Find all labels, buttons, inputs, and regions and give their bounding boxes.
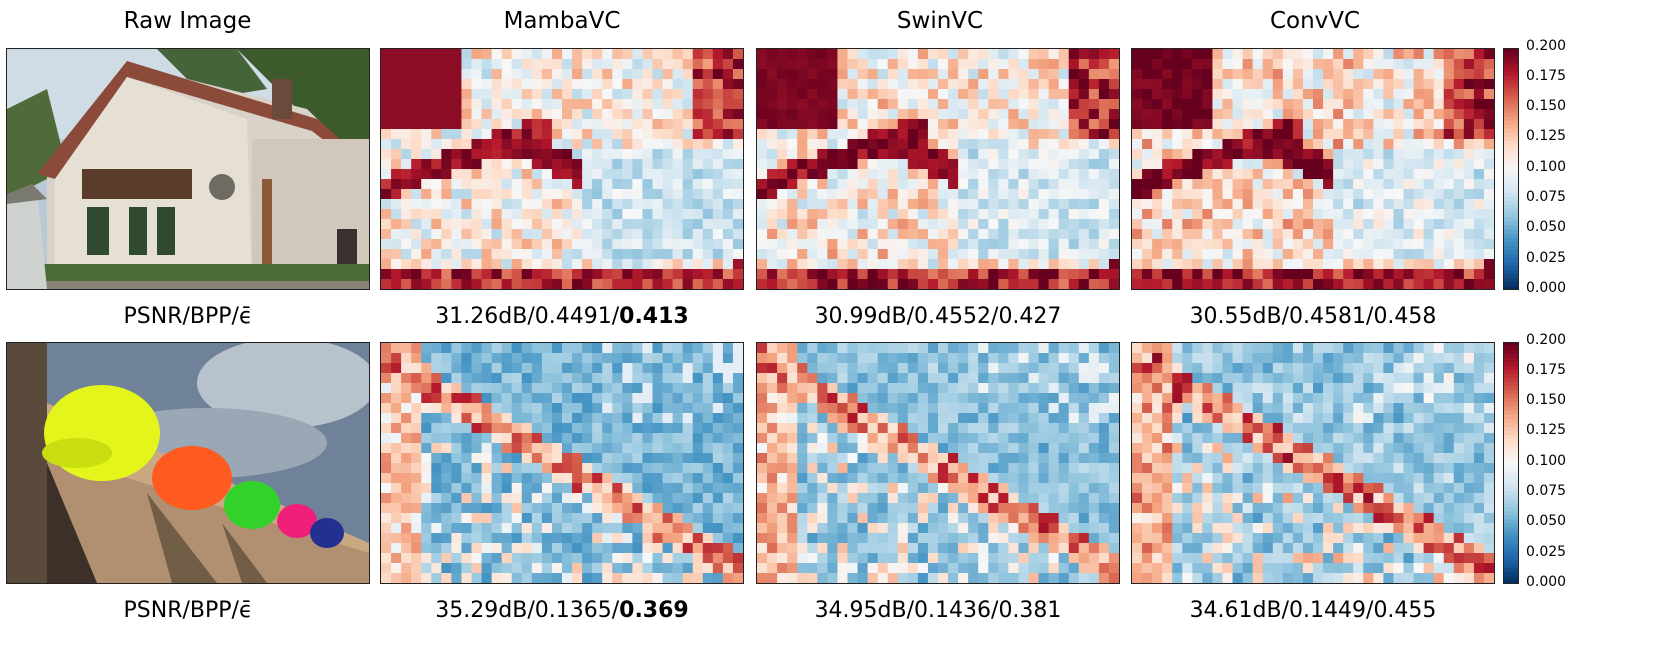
psnr-value: 35.29dB	[435, 598, 528, 623]
colorbar2-tick: 0.150	[1526, 392, 1567, 408]
heatmap-mambavc-row2	[380, 342, 744, 584]
colorbar2-tick: 0.175	[1526, 362, 1567, 378]
heatmap-grid	[757, 49, 1119, 289]
heatmap-swinvc-row2	[756, 342, 1120, 584]
colorbar1-tick: 0.200	[1526, 38, 1567, 54]
colorbar1-tick: 0.025	[1526, 250, 1567, 266]
raw-image-hats	[6, 342, 370, 584]
bpp-value: 0.1449	[1289, 598, 1367, 623]
metric-label-row2: PSNR/BPP/ϵ̄	[123, 598, 253, 623]
colorbar2-tick: 0.200	[1526, 332, 1567, 348]
col-title-raw: Raw Image	[123, 8, 252, 34]
heatmap-mambavc-row1	[380, 48, 744, 290]
psnr-value: 34.95dB	[814, 598, 907, 623]
colorbar1-tick: 0.050	[1526, 219, 1567, 235]
colorbar1-tick: 0.000	[1526, 280, 1567, 296]
bpp-value: 0.1365	[534, 598, 612, 623]
colorbar2-tick: 0.100	[1526, 453, 1567, 469]
colorbar2-tick: 0.025	[1526, 544, 1567, 560]
heatmap-grid	[757, 343, 1119, 583]
heatmap-convvc-row2	[1131, 342, 1495, 584]
heatmap-convvc-row1	[1131, 48, 1495, 290]
colorbar2-tick: 0.050	[1526, 513, 1567, 529]
psnr-value: 34.61dB	[1189, 598, 1282, 623]
psnr-value: 30.99dB	[814, 304, 907, 329]
col-title-swinvc: SwinVC	[896, 8, 984, 34]
heatmap-grid	[381, 49, 743, 289]
metric-convvc-row1: 30.55dB/0.4581/0.458	[1189, 304, 1437, 329]
colorbar2-tick: 0.000	[1526, 574, 1567, 590]
heatmap-swinvc-row1	[756, 48, 1120, 290]
metric-mambavc-row2: 35.29dB/0.1365/0.369	[435, 598, 689, 623]
bpp-value: 0.4552	[914, 304, 992, 329]
error-value: 0.381	[998, 598, 1062, 623]
col-title-convvc: ConvVC	[1269, 8, 1361, 34]
error-value: 0.458	[1373, 304, 1437, 329]
heatmap-grid	[1132, 49, 1494, 289]
metric-mambavc-row1: 31.26dB/0.4491/0.413	[435, 304, 689, 329]
heatmap-grid	[1132, 343, 1494, 583]
metric-label-row1: PSNR/BPP/ϵ̄	[123, 304, 253, 329]
error-value: 0.427	[998, 304, 1062, 329]
colorbar1-tick: 0.125	[1526, 128, 1567, 144]
psnr-value: 30.55dB	[1189, 304, 1282, 329]
bpp-value: 0.4491	[534, 304, 612, 329]
bpp-value: 0.1436	[914, 598, 992, 623]
metric-swinvc-row1: 30.99dB/0.4552/0.427	[814, 304, 1062, 329]
colorbar2-tick: 0.075	[1526, 483, 1567, 499]
colorbar1-tick: 0.175	[1526, 68, 1567, 84]
colorbar-row1	[1503, 48, 1519, 290]
colorbar1-tick: 0.150	[1526, 98, 1567, 114]
raw-image-house	[6, 48, 370, 290]
psnr-value: 31.26dB	[435, 304, 528, 329]
error-value-best: 0.413	[619, 304, 689, 329]
colorbar2-tick: 0.125	[1526, 422, 1567, 438]
colorbar1-tick: 0.075	[1526, 189, 1567, 205]
metric-swinvc-row2: 34.95dB/0.1436/0.381	[814, 598, 1062, 623]
bpp-value: 0.4581	[1289, 304, 1367, 329]
colorbar1-tick: 0.100	[1526, 159, 1567, 175]
error-value: 0.455	[1373, 598, 1437, 623]
col-title-mambavc: MambaVC	[503, 8, 621, 34]
error-value-best: 0.369	[619, 598, 689, 623]
metric-convvc-row2: 34.61dB/0.1449/0.455	[1189, 598, 1437, 623]
heatmap-grid	[381, 343, 743, 583]
colorbar-row2	[1503, 342, 1519, 584]
